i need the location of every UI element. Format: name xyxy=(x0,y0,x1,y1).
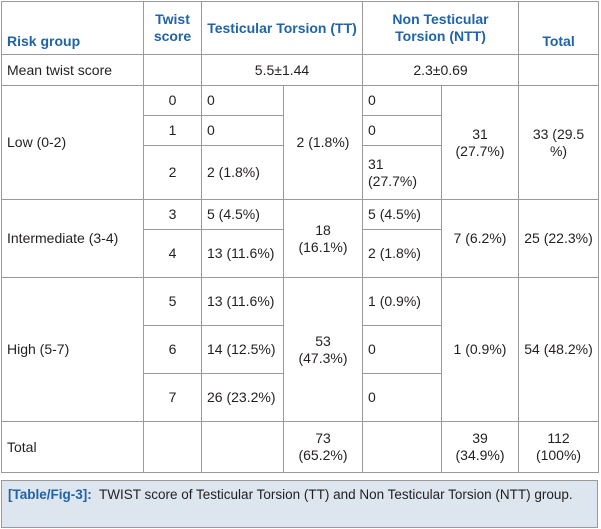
header-risk-group: Risk group xyxy=(1,1,144,55)
header-twist-score: Twist score xyxy=(143,1,202,55)
total-ntt: 39 (34.9%) xyxy=(441,421,520,473)
caption-text: TWIST score of Testicular Torsion (TT) a… xyxy=(99,487,573,502)
tt-cell: 26 (23.2%) xyxy=(201,373,284,422)
mean-ntt: 2.3±0.69 xyxy=(362,54,520,86)
mean-score-empty xyxy=(143,54,202,86)
total-score-empty xyxy=(143,421,202,473)
mean-total-empty xyxy=(518,54,600,86)
table-row: High (5-7) 5 13 (11.6%) 53 (47.3%) 1 (0.… xyxy=(1,277,600,422)
intermediate-ntt-group: 7 (6.2%) xyxy=(441,199,520,278)
score-cell: 0 xyxy=(143,85,202,116)
ntt-cell: 0 xyxy=(362,115,443,146)
intermediate-group-label: Intermediate (3-4) xyxy=(1,199,144,278)
table-caption: [Table/Fig-3]: TWIST score of Testicular… xyxy=(1,480,598,528)
total-tt: 73 (65.2%) xyxy=(282,421,364,473)
caption-label: [Table/Fig-3]: xyxy=(8,487,92,502)
ntt-cell: 0 xyxy=(362,373,443,422)
table-row: 6 14 (12.5%) 0 xyxy=(2,325,599,374)
total-label: Total xyxy=(1,421,144,473)
score-cell: 7 xyxy=(143,373,202,422)
low-tt-group: 2 (1.8%) xyxy=(282,85,364,200)
tt-cell: 2 (1.8%) xyxy=(201,145,284,200)
table-row: Low (0-2) 0 0 2 (1.8%) 0 31 (27.7%) 33 (… xyxy=(1,85,600,200)
mean-label: Mean twist score xyxy=(1,54,144,86)
tt-cell: 0 xyxy=(201,85,284,116)
total-ntt-empty xyxy=(362,421,443,473)
high-total: 54 (48.2%) xyxy=(518,277,600,422)
score-cell: 6 xyxy=(143,325,202,374)
mean-tt: 5.5±1.44 xyxy=(200,54,364,86)
low-group-label: Low (0-2) xyxy=(1,85,144,200)
tt-cell: 14 (12.5%) xyxy=(201,325,284,374)
twist-score-table: Risk group Twist score Testicular Torsio… xyxy=(1,1,600,473)
high-tt-group: 53 (47.3%) xyxy=(282,277,364,422)
ntt-cell: 1 (0.9%) xyxy=(362,277,443,326)
header-tt: Testicular Torsion (TT) xyxy=(200,1,364,55)
header-ntt: Non Testicular Torsion (NTT) xyxy=(362,1,520,55)
total-row: Total 73 (65.2%) 39 (34.9%) 112 (100%) xyxy=(1,421,600,473)
score-cell: 2 xyxy=(143,145,202,200)
low-total: 33 (29.5 %) xyxy=(518,85,600,200)
score-cell: 5 xyxy=(143,277,202,326)
ntt-cell: 0 xyxy=(362,85,443,116)
table-row: 7 26 (23.2%) 0 xyxy=(2,373,599,422)
tt-cell: 5 (4.5%) xyxy=(201,199,284,230)
high-ntt-group: 1 (0.9%) xyxy=(441,277,520,422)
mean-row: Mean twist score 5.5±1.44 2.3±0.69 xyxy=(1,54,600,86)
score-cell: 3 xyxy=(143,199,202,230)
tt-cell: 13 (11.6%) xyxy=(201,229,284,278)
header-total: Total xyxy=(518,1,600,55)
total-tt-empty xyxy=(201,421,284,473)
table-row: Intermediate (3-4) 3 5 (4.5%) 18 (16.1%)… xyxy=(1,199,600,278)
ntt-cell: 31 (27.7%) xyxy=(362,145,443,200)
score-cell: 4 xyxy=(143,229,202,278)
ntt-cell: 5 (4.5%) xyxy=(362,199,443,230)
high-group-label: High (5-7) xyxy=(1,277,144,422)
ntt-cell: 0 xyxy=(362,325,443,374)
total-total: 112 (100%) xyxy=(518,421,600,473)
intermediate-tt-group: 18 (16.1%) xyxy=(282,199,364,278)
ntt-cell: 2 (1.8%) xyxy=(362,229,443,278)
low-ntt-group: 31 (27.7%) xyxy=(441,85,520,200)
tt-cell: 13 (11.6%) xyxy=(201,277,284,326)
table-row: 2 2 (1.8%) 31 (27.7%) xyxy=(2,145,599,200)
intermediate-total: 25 (22.3%) xyxy=(518,199,600,278)
score-cell: 1 xyxy=(143,115,202,146)
header-row: Risk group Twist score Testicular Torsio… xyxy=(1,1,600,55)
tt-cell: 0 xyxy=(201,115,284,146)
